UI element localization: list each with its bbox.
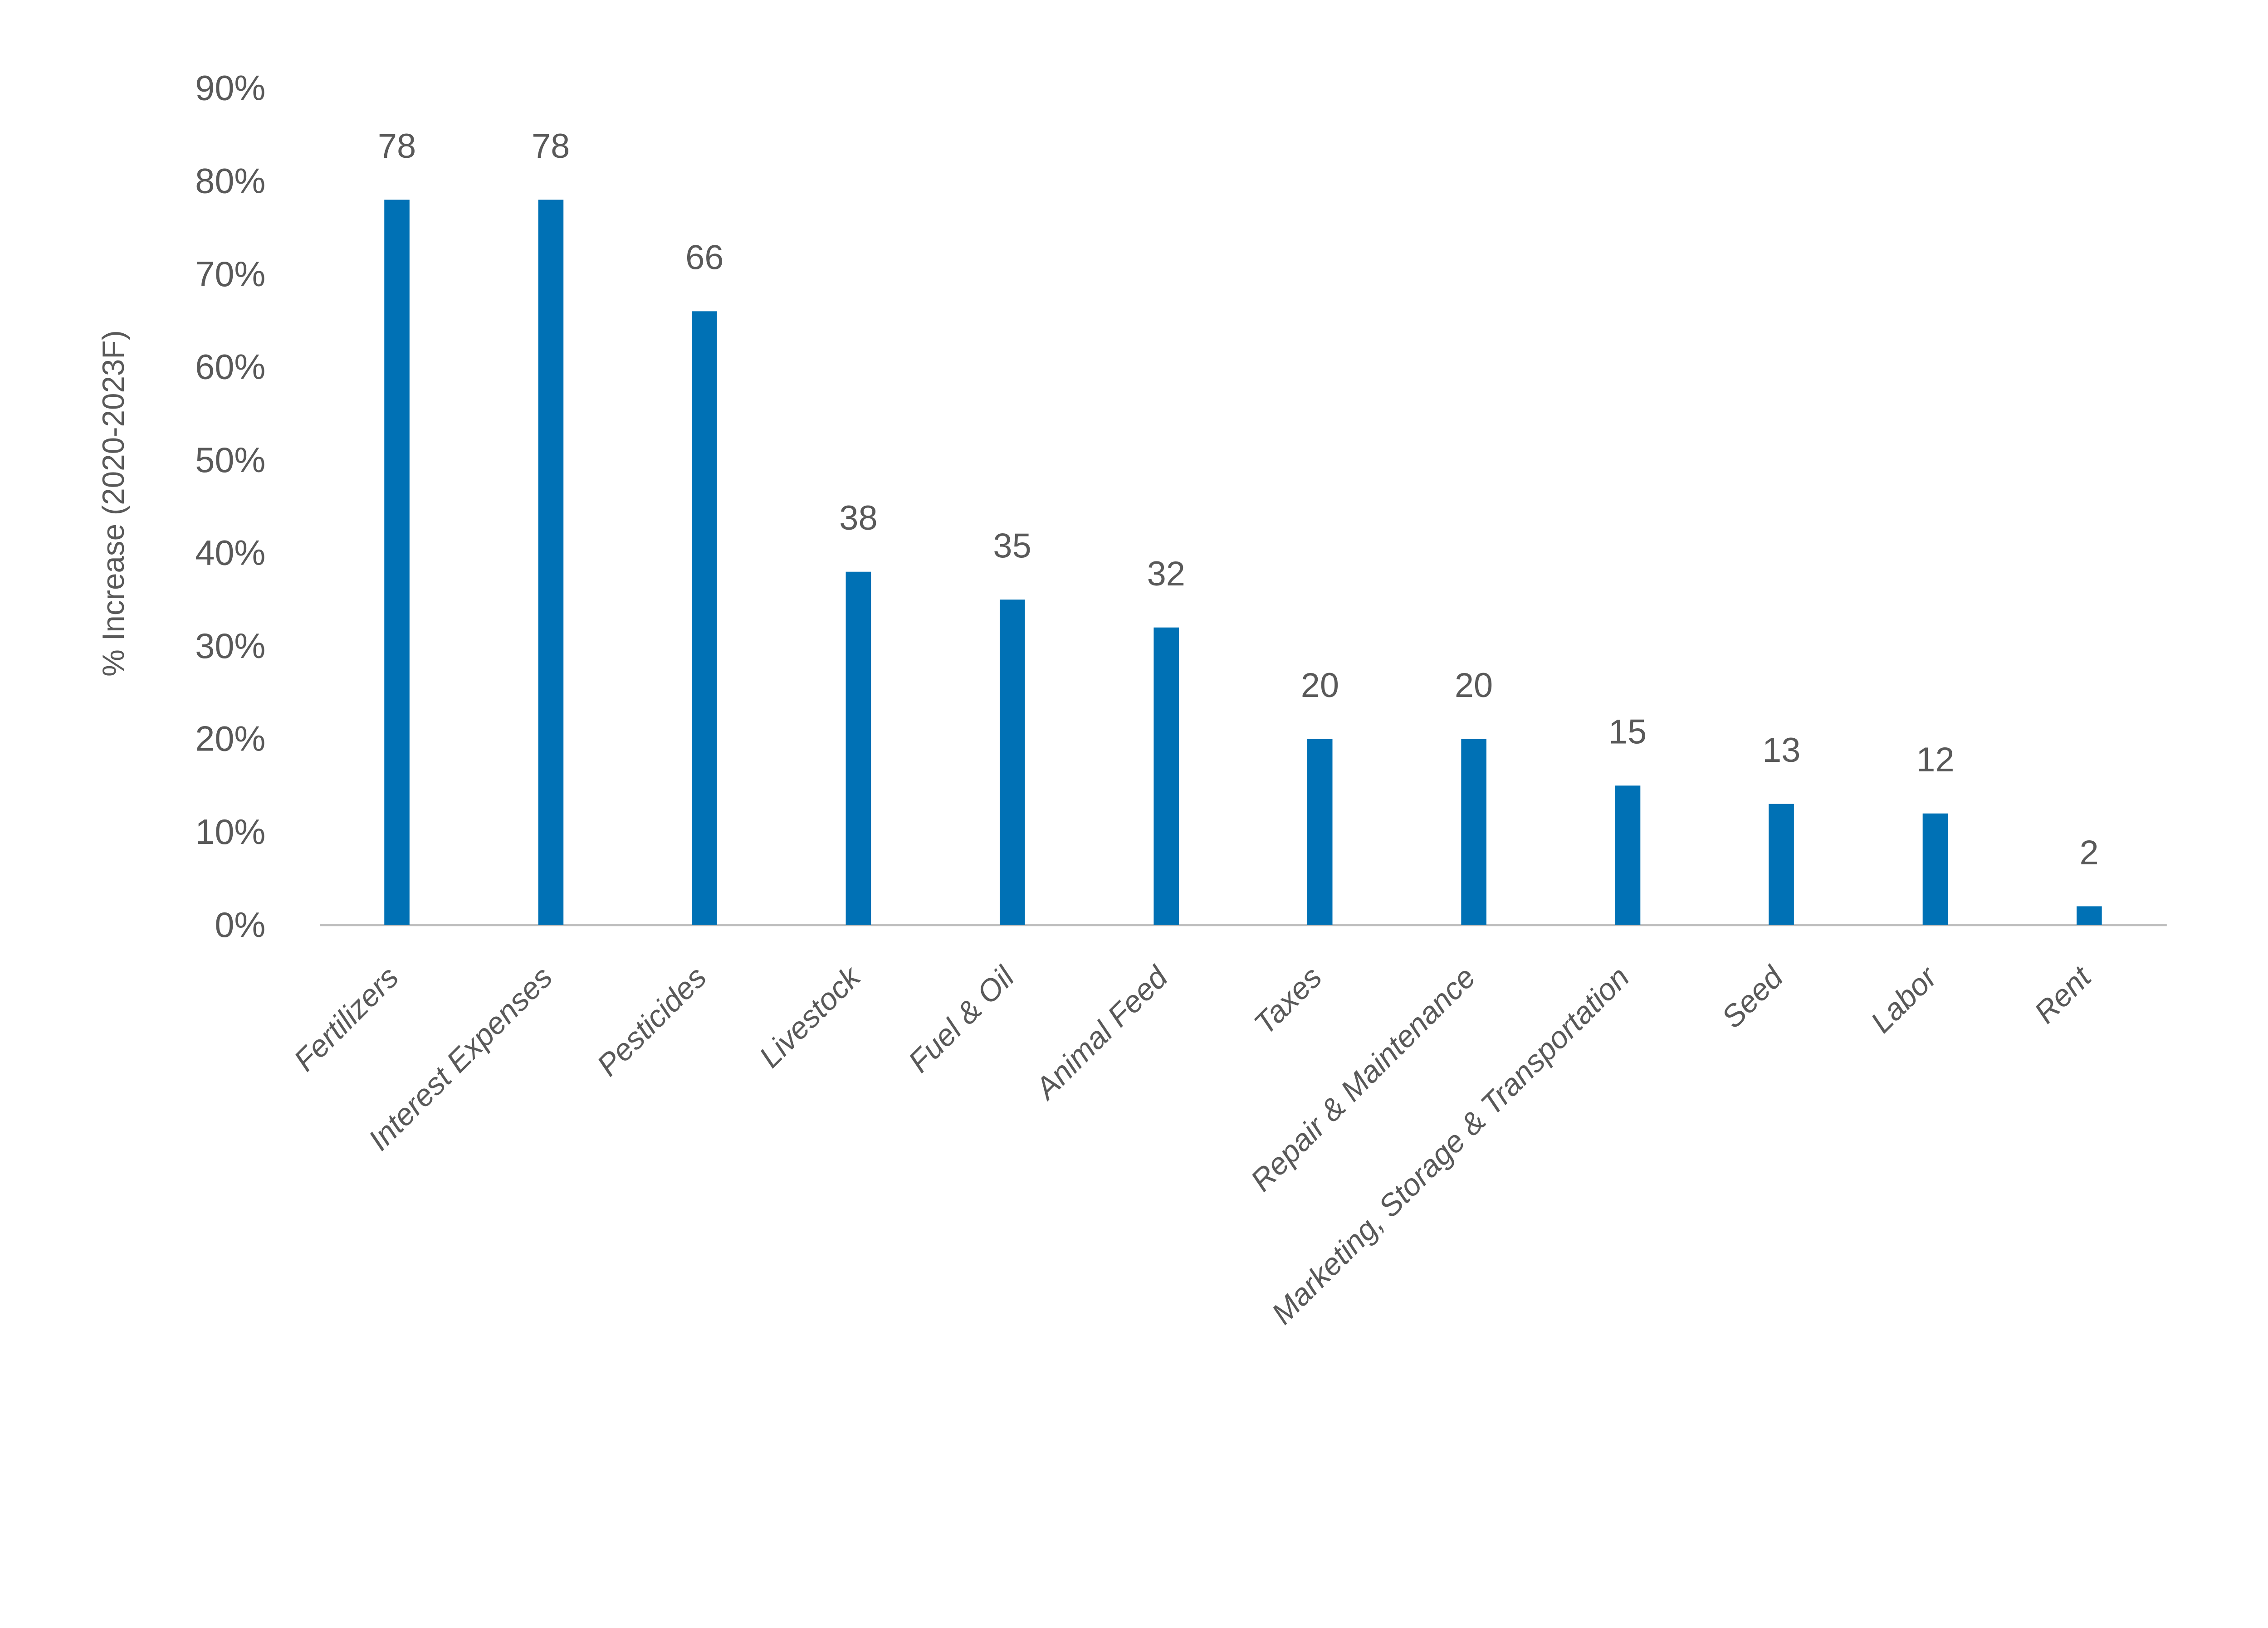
y-tick-label: 0%: [215, 905, 266, 945]
x-axis-line: [320, 924, 2167, 926]
bar: [846, 571, 871, 925]
x-category-label: Seed: [1715, 960, 1790, 1035]
bar: [1461, 739, 1486, 925]
y-tick-label: 20%: [195, 719, 266, 759]
x-category-label: Animal Feed: [1029, 960, 1174, 1106]
y-axis-title: % Increase (2020-2023F): [96, 330, 131, 677]
bar-value-label: 32: [1147, 555, 1185, 593]
y-tick-label: 30%: [195, 626, 266, 666]
y-tick-label: 60%: [195, 347, 266, 387]
bar-value-label: 38: [839, 499, 878, 537]
bar-value-label: 20: [1300, 666, 1339, 705]
bar-value-label: 78: [377, 127, 416, 166]
bar: [384, 200, 410, 925]
x-category-label: Labor: [1864, 960, 1944, 1039]
bar: [2076, 906, 2102, 925]
bar-chart: % Increase (2020-2023F) 90% 80% 70% 60% 50% 4…: [96, 68, 2167, 1331]
x-category-label: Fuel & Oil: [901, 960, 1021, 1079]
bar: [1615, 785, 1640, 925]
bar-value-label: 12: [1916, 741, 1955, 779]
bar: [1769, 804, 1794, 925]
y-tick-label: 10%: [195, 812, 266, 852]
y-tick-label: 40%: [195, 533, 266, 573]
x-category-label: Taxes: [1247, 960, 1328, 1041]
y-tick-label: 70%: [195, 254, 266, 294]
x-category-label: Livestock: [752, 960, 867, 1074]
bar: [1153, 627, 1179, 925]
bar: [538, 200, 563, 925]
x-category-label: Pesticides: [590, 960, 713, 1082]
bar-value-label: 2: [2079, 833, 2099, 872]
y-tick-label: 80%: [195, 161, 266, 201]
bar: [692, 311, 718, 925]
y-tick-label: 50%: [195, 440, 266, 480]
bar-value-label: 35: [993, 526, 1031, 565]
bar-value-label: 78: [531, 127, 570, 166]
bar-value-label: 15: [1608, 713, 1647, 751]
bar: [1307, 739, 1333, 925]
y-tick-label: 90%: [195, 68, 266, 108]
bar: [999, 600, 1025, 925]
bar: [1922, 813, 1948, 925]
x-category-label: Fertilizers: [287, 960, 406, 1078]
bar-value-label: 13: [1762, 731, 1801, 770]
bar-value-label: 66: [685, 239, 724, 277]
x-category-label: Rent: [2028, 960, 2097, 1030]
bar-value-label: 20: [1454, 666, 1493, 705]
